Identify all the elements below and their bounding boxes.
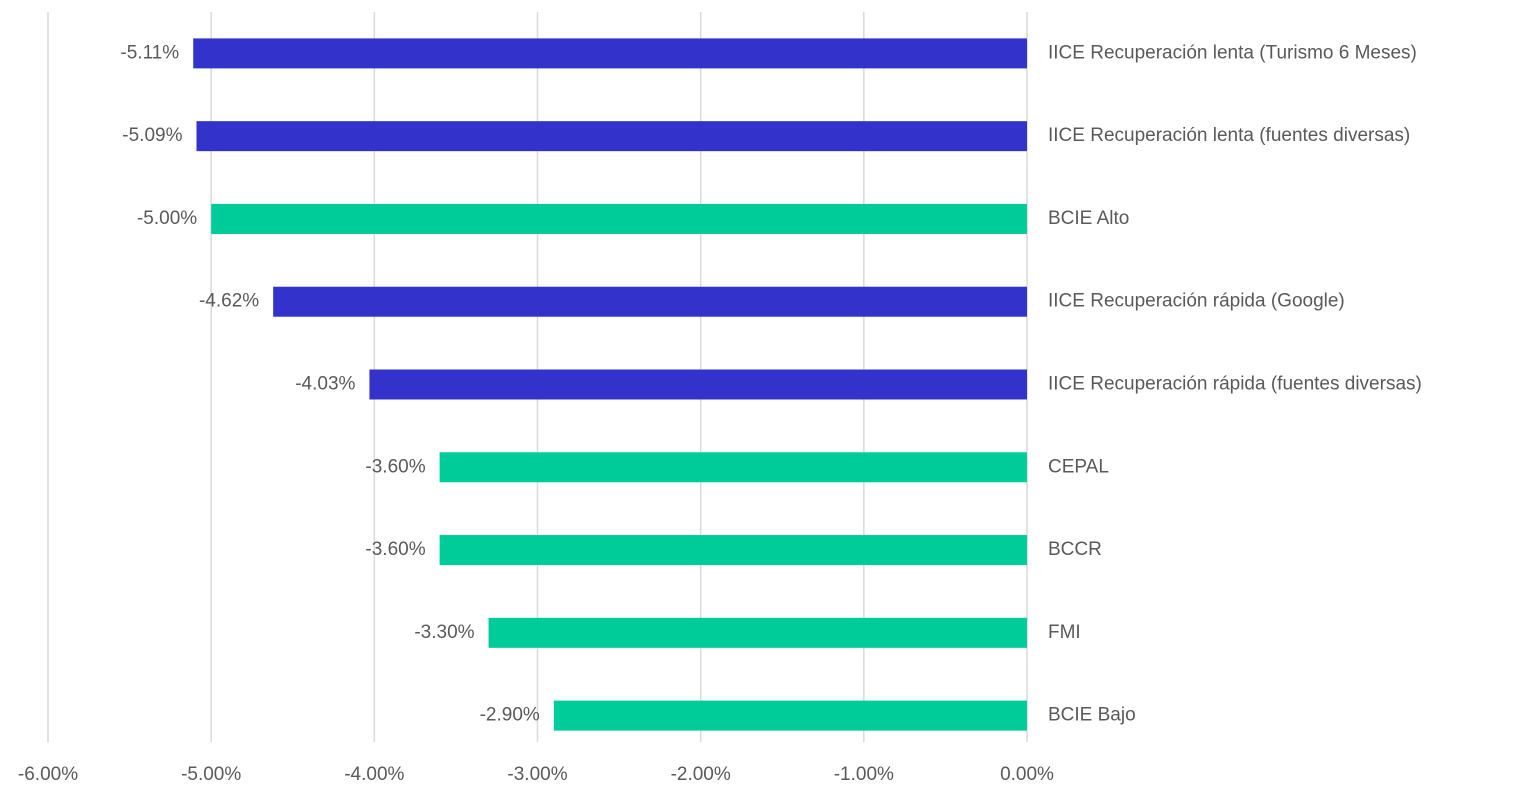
x-tick-label: -6.00% [18,764,78,785]
category-label: FMI [1048,622,1081,643]
value-label: -4.03% [295,374,355,395]
bar [553,700,1027,731]
bar [193,38,1028,69]
bar [196,121,1027,152]
value-label: -5.09% [122,125,182,146]
value-label: -3.60% [365,456,425,477]
bar [488,617,1027,648]
value-label: -3.30% [414,622,474,643]
category-label: BCIE Alto [1048,208,1129,229]
category-label: BCCR [1048,539,1102,560]
category-label: IICE Recuperación lenta (Turismo 6 Meses… [1048,42,1417,63]
bar [211,203,1027,234]
category-label: CEPAL [1048,456,1109,477]
category-label: BCIE Bajo [1048,705,1136,726]
value-label: -5.11% [120,42,179,63]
bar [369,369,1027,400]
value-label: -4.62% [199,291,259,312]
value-label: -2.90% [480,705,540,726]
category-label: IICE Recuperación rápida (fuentes divers… [1048,374,1422,395]
bar [439,452,1028,483]
x-tick-label: 0.00% [1000,764,1054,785]
x-tick-label: -5.00% [181,764,241,785]
bar [439,535,1028,566]
x-tick-label: -4.00% [344,764,404,785]
x-tick-label: -2.00% [671,764,731,785]
value-label: -3.60% [365,539,425,560]
bar [273,286,1027,317]
x-tick-label: -3.00% [507,764,567,785]
category-label: IICE Recuperación lenta (fuentes diversa… [1048,125,1410,146]
x-tick-label: -1.00% [834,764,894,785]
category-label: IICE Recuperación rápida (Google) [1048,291,1345,312]
value-label: -5.00% [137,208,197,229]
